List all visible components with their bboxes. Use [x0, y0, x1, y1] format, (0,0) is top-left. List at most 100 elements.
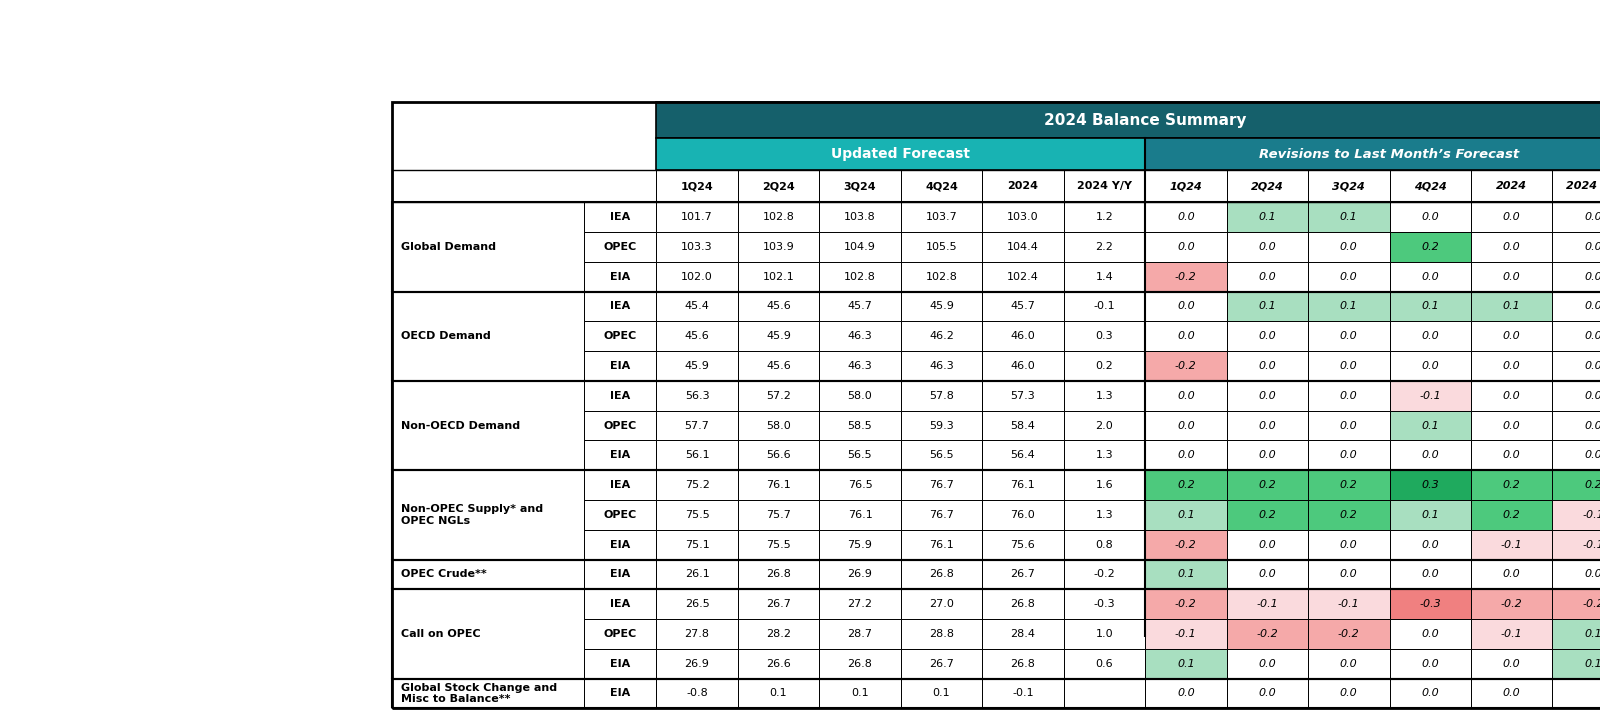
Bar	[584, 619, 656, 649]
Bar	[1064, 619, 1146, 649]
Text: 27.8: 27.8	[685, 629, 709, 639]
Text: 103.0: 103.0	[1006, 212, 1038, 222]
Bar	[584, 351, 656, 381]
Bar	[1470, 440, 1552, 470]
Text: 1.3: 1.3	[1096, 510, 1114, 520]
Text: 75.5: 75.5	[766, 540, 790, 550]
Text: 2Q24: 2Q24	[1251, 181, 1283, 191]
Bar	[982, 232, 1064, 262]
Text: 0.0: 0.0	[1178, 301, 1195, 311]
Text: 0.0: 0.0	[1178, 242, 1195, 252]
Text: 2024: 2024	[1008, 181, 1038, 191]
Bar	[656, 351, 738, 381]
Bar	[656, 530, 738, 559]
Text: 0.0: 0.0	[1502, 271, 1520, 281]
Bar	[738, 411, 819, 440]
Bar	[1064, 351, 1146, 381]
Bar	[738, 202, 819, 232]
Text: EIA: EIA	[610, 569, 630, 579]
Bar	[1227, 411, 1309, 440]
Bar	[656, 440, 738, 470]
Text: 2024 Balance Summary: 2024 Balance Summary	[1043, 113, 1246, 128]
Text: 0.0: 0.0	[1339, 569, 1358, 579]
Bar	[901, 291, 982, 321]
Bar	[1309, 440, 1389, 470]
Text: 0.0: 0.0	[1421, 361, 1438, 371]
Bar	[1064, 321, 1146, 351]
Text: 58.5: 58.5	[848, 420, 872, 430]
Text: 76.1: 76.1	[1011, 480, 1035, 490]
Bar	[1227, 291, 1309, 321]
Text: 0.1: 0.1	[1421, 420, 1438, 430]
Bar	[1064, 500, 1146, 530]
Text: 0.0: 0.0	[1259, 689, 1277, 699]
Bar	[1470, 500, 1552, 530]
Bar	[1552, 500, 1600, 530]
Bar	[584, 411, 656, 440]
Text: -0.2: -0.2	[1256, 629, 1278, 639]
Bar	[1146, 232, 1227, 262]
Bar	[901, 589, 982, 619]
Text: 0.1: 0.1	[1259, 212, 1277, 222]
Bar	[1389, 381, 1470, 411]
Text: 26.8: 26.8	[1011, 599, 1035, 609]
Bar	[1552, 381, 1600, 411]
Bar	[1309, 679, 1389, 708]
Text: EIA: EIA	[610, 361, 630, 371]
Text: 76.1: 76.1	[766, 480, 790, 490]
Text: 0.0: 0.0	[1259, 540, 1277, 550]
Text: 0.0: 0.0	[1502, 450, 1520, 460]
Bar	[1146, 500, 1227, 530]
Bar	[901, 232, 982, 262]
Bar	[656, 500, 738, 530]
Text: 0.2: 0.2	[1259, 480, 1277, 490]
Bar	[1309, 291, 1389, 321]
Text: 102.4: 102.4	[1006, 271, 1038, 281]
Text: 0.0: 0.0	[1502, 242, 1520, 252]
Text: 0.0: 0.0	[1584, 242, 1600, 252]
Text: -0.2: -0.2	[1338, 629, 1360, 639]
Bar	[1552, 262, 1600, 291]
Text: 0.0: 0.0	[1178, 212, 1195, 222]
Text: 46.2: 46.2	[930, 332, 954, 342]
Bar	[982, 170, 1064, 202]
Bar	[1146, 170, 1227, 202]
Bar	[1146, 619, 1227, 649]
Text: 103.8: 103.8	[845, 212, 875, 222]
Bar	[1470, 411, 1552, 440]
Bar	[1552, 170, 1600, 202]
Bar	[1552, 291, 1600, 321]
Text: 45.6: 45.6	[766, 301, 790, 311]
Bar	[1309, 381, 1389, 411]
Text: 0.3: 0.3	[1421, 480, 1438, 490]
Bar	[1309, 321, 1389, 351]
Bar	[738, 262, 819, 291]
Text: 0.0: 0.0	[1339, 391, 1358, 401]
Bar	[1470, 381, 1552, 411]
Text: 0.0: 0.0	[1178, 689, 1195, 699]
Text: 26.8: 26.8	[848, 659, 872, 669]
Text: 0.1: 0.1	[1584, 629, 1600, 639]
Bar	[1389, 351, 1470, 381]
Text: 0.0: 0.0	[1421, 689, 1438, 699]
Bar	[1389, 291, 1470, 321]
Bar	[982, 411, 1064, 440]
Text: 0.1: 0.1	[1178, 659, 1195, 669]
Bar	[1146, 679, 1227, 708]
Bar	[1470, 170, 1552, 202]
Bar	[1227, 559, 1309, 589]
Bar	[392, 589, 1600, 679]
Bar	[392, 589, 584, 679]
Text: 26.6: 26.6	[766, 659, 790, 669]
Text: 1.0: 1.0	[1096, 629, 1114, 639]
Text: 76.1: 76.1	[930, 540, 954, 550]
Text: 0.0: 0.0	[1584, 212, 1600, 222]
Text: 1.2: 1.2	[1096, 212, 1114, 222]
Text: 56.4: 56.4	[1011, 450, 1035, 460]
Bar	[1389, 619, 1470, 649]
Bar	[819, 232, 901, 262]
Text: 0.0: 0.0	[1502, 212, 1520, 222]
Bar	[901, 559, 982, 589]
Bar	[738, 649, 819, 679]
Bar	[1064, 262, 1146, 291]
